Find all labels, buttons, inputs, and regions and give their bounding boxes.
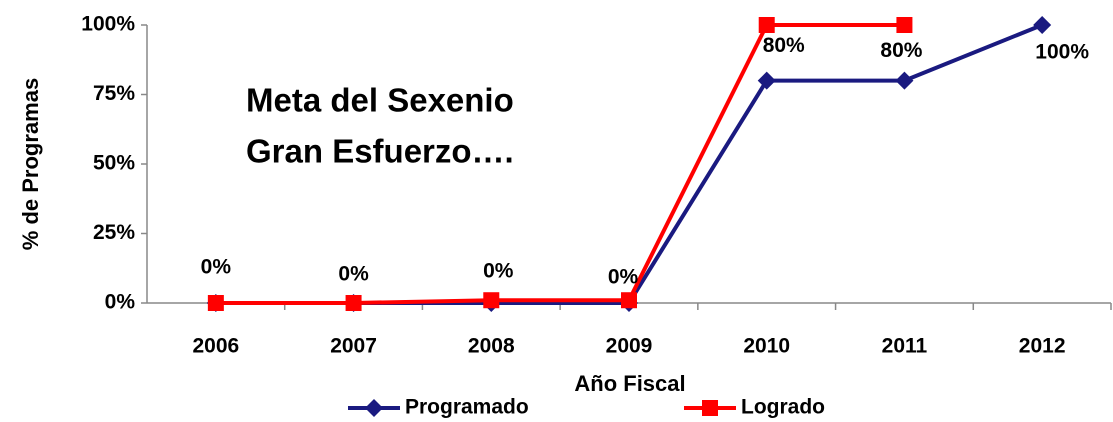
- data-label: 0%: [201, 256, 232, 279]
- marker: [1033, 16, 1052, 34]
- x-tick-label: 2009: [606, 335, 653, 358]
- marker: [757, 71, 776, 90]
- data-label: 0%: [338, 263, 369, 286]
- marker: [895, 71, 914, 90]
- legend-label: Logrado: [741, 396, 825, 419]
- x-tick-label: 2011: [882, 335, 928, 358]
- x-tick-label: 2006: [192, 335, 239, 358]
- data-label: 100%: [1035, 41, 1089, 64]
- data-label: 80%: [880, 39, 922, 62]
- y-tick-label: 25%: [93, 221, 135, 244]
- series-line: [215, 23, 905, 305]
- legend-marker: [702, 400, 718, 416]
- data-label: 0%: [608, 266, 639, 289]
- marker: [896, 17, 913, 33]
- x-tick-label: 2012: [1019, 335, 1066, 358]
- data-label: 0%: [483, 260, 514, 283]
- annotation: Gran Esfuerzo….: [246, 133, 514, 170]
- x-axis-label: Año Fiscal: [574, 371, 685, 396]
- annotation: Meta del Sexenio: [246, 82, 514, 119]
- x-tick-label: 2010: [743, 335, 790, 358]
- marker: [758, 17, 775, 33]
- y-tick-label: 100%: [81, 13, 135, 36]
- x-tick-label: 2007: [330, 335, 377, 358]
- marker: [483, 292, 500, 309]
- y-tick-label: 50%: [93, 152, 135, 175]
- y-tick-label: 75%: [93, 82, 135, 105]
- x-tick-label: 2008: [468, 335, 515, 358]
- legend-marker: [365, 399, 383, 417]
- marker: [207, 295, 224, 311]
- y-axis-label: % de Programas: [18, 78, 43, 250]
- legend-label: Programado: [405, 396, 529, 419]
- marker: [345, 295, 362, 311]
- marker: [621, 292, 637, 309]
- y-tick-label: 0%: [105, 291, 136, 314]
- data-label: 80%: [763, 34, 805, 57]
